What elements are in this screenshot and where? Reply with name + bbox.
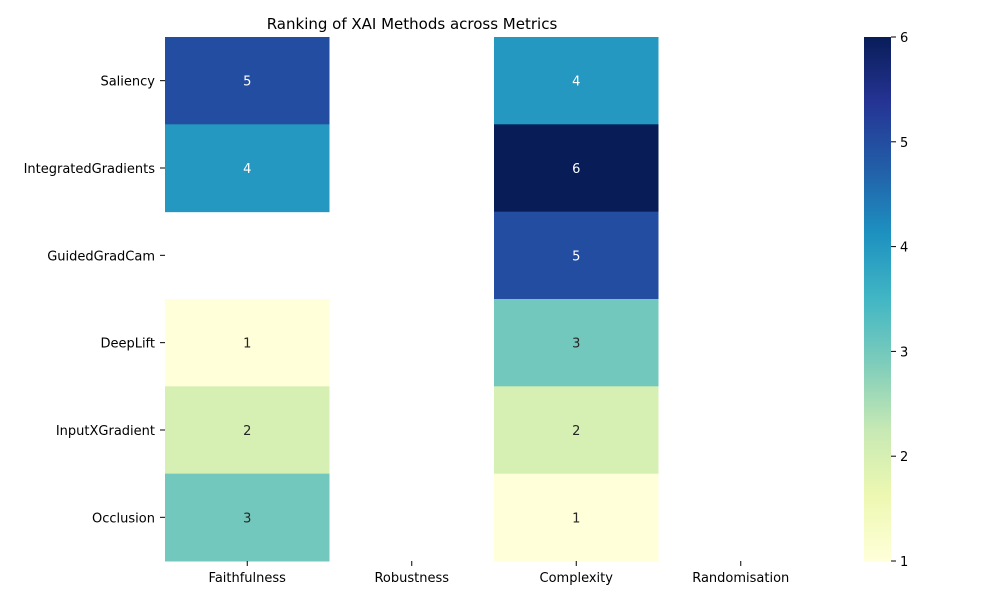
colorbar-tick-label: 6 <box>900 31 908 46</box>
heatmap-cell <box>494 473 659 562</box>
cell-value-label: 2 <box>243 424 251 439</box>
cell-value-label: 6 <box>572 162 580 177</box>
heatmap-cell <box>165 124 330 213</box>
cell-value-label: 3 <box>572 337 580 352</box>
heatmap-cell <box>494 298 659 387</box>
heatmap-cells: 5 4 4 6 5 1 3 2 2 3 1 <box>165 37 659 562</box>
heatmap-cell <box>494 211 659 300</box>
colorbar-tick-label: 1 <box>900 555 908 570</box>
colorbar-tick-label: 4 <box>900 241 908 256</box>
x-tick-label: Randomisation <box>692 571 789 586</box>
heatmap-cell <box>165 37 330 125</box>
y-tick-label: GuidedGradCam <box>47 249 155 264</box>
cell-value-label: 5 <box>572 249 580 264</box>
colorbar-tick-label: 5 <box>900 136 908 151</box>
cell-value-label: 4 <box>572 75 580 90</box>
y-tick-label: Occlusion <box>92 511 155 526</box>
cell-value-label: 2 <box>572 424 580 439</box>
cell-value-label: 1 <box>572 511 580 526</box>
heatmap-cell <box>494 124 659 213</box>
cell-value-label: 3 <box>243 511 251 526</box>
x-tick-label: Faithfulness <box>209 571 287 586</box>
colorbar-tick-label: 3 <box>900 345 908 360</box>
colorbar-gradient <box>864 37 891 561</box>
heatmap-cell <box>165 298 330 387</box>
chart-title: Ranking of XAI Methods across Metrics <box>267 15 558 33</box>
colorbar: 1 2 3 4 5 6 <box>864 31 908 570</box>
cell-value-label: 5 <box>243 75 251 90</box>
x-tick-label: Complexity <box>540 571 614 586</box>
cell-value-label: 4 <box>243 162 251 177</box>
heatmap-cell <box>165 473 330 562</box>
heatmap-cell <box>494 37 659 125</box>
y-tick-label: DeepLift <box>100 337 155 352</box>
heatmap-cell <box>165 386 330 475</box>
y-tick-label: InputXGradient <box>56 424 155 439</box>
y-tick-label: IntegratedGradients <box>24 162 156 177</box>
y-tick-label: Saliency <box>100 75 155 90</box>
row-labels: Saliency IntegratedGradients GuidedGradCam… <box>24 75 165 526</box>
column-labels: Faithfulness Robustness Complexity Randomis… <box>209 560 789 586</box>
colorbar-tick-label: 2 <box>900 450 908 465</box>
x-tick-label: Robustness <box>374 571 449 586</box>
heatmap-cell <box>494 386 659 475</box>
cell-value-label: 1 <box>243 337 251 352</box>
